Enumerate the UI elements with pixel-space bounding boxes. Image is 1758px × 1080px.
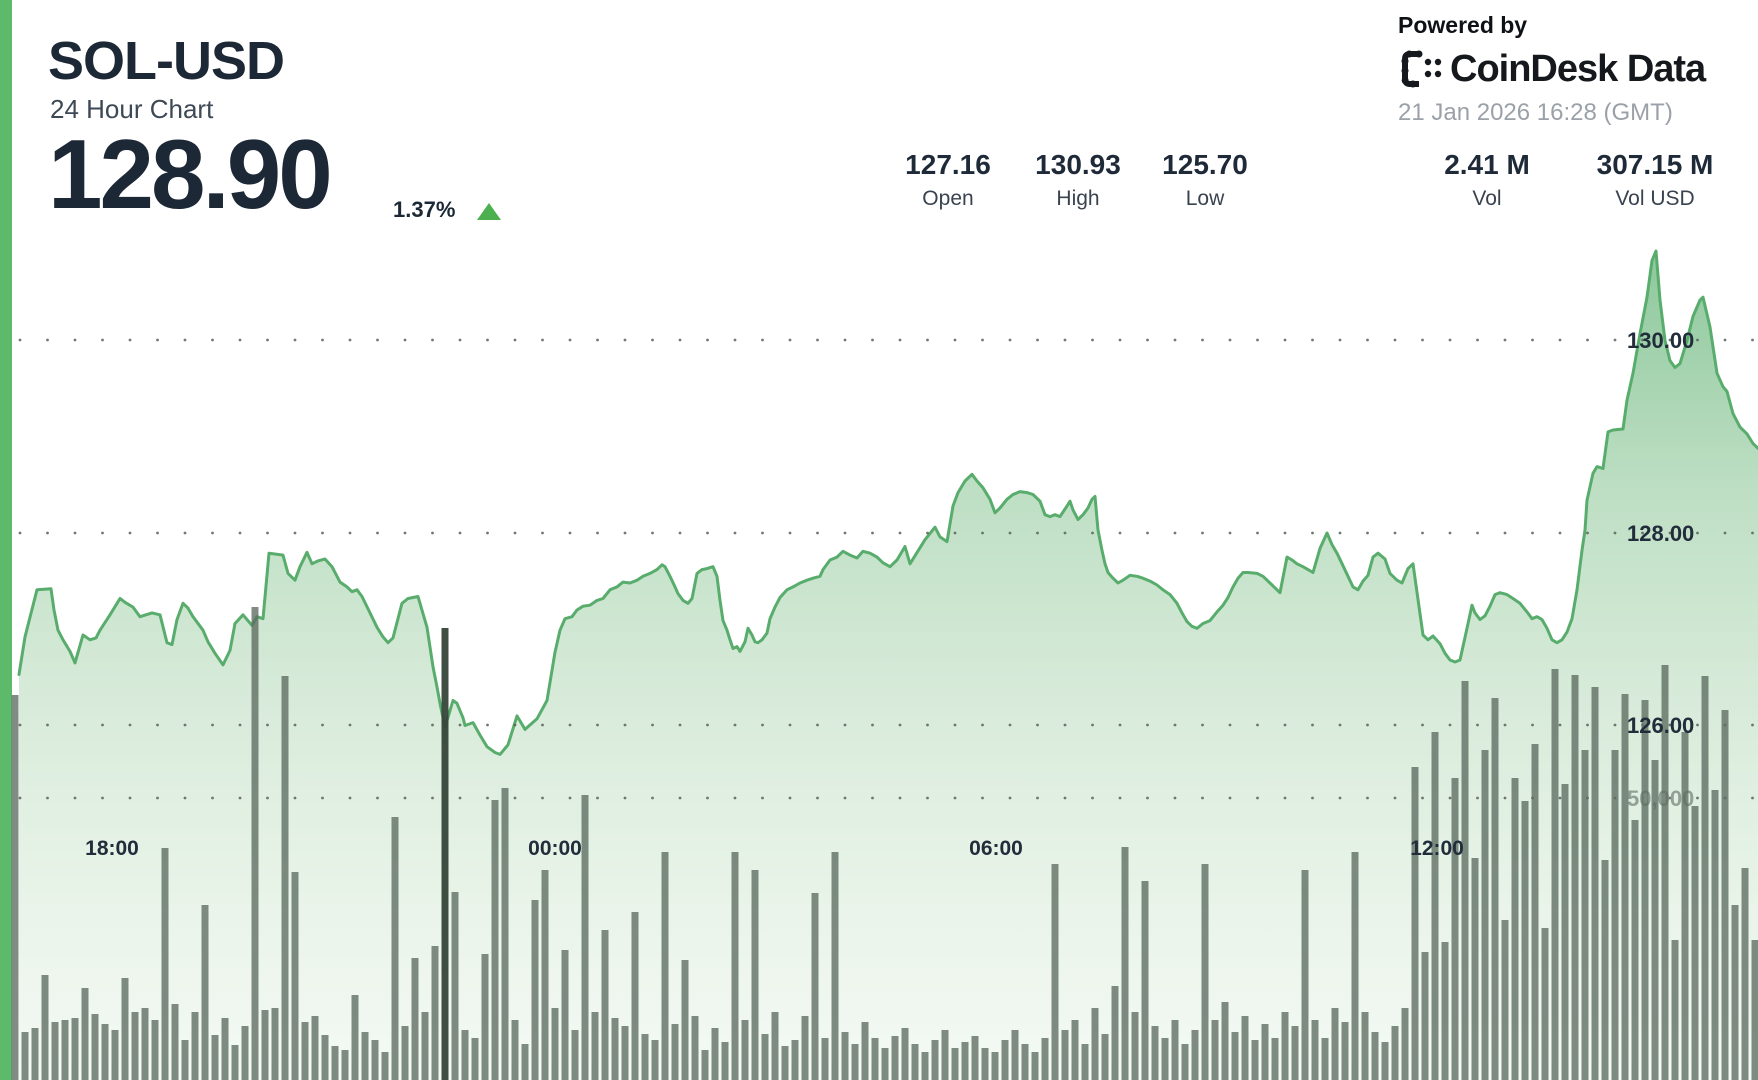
coindesk-logo-icon	[1401, 50, 1442, 88]
ohlc-stats-row: 127.16 Open 130.93 High 125.70 Low 2.41 …	[0, 150, 1758, 220]
svg-text:126.00: 126.00	[1627, 713, 1694, 738]
up-triangle-icon	[477, 203, 501, 220]
stat-label: Vol	[1472, 187, 1502, 210]
stat-volume: 2.41 M Vol	[1444, 150, 1530, 211]
stat-volume-usd: 307.15 M Vol USD	[1597, 150, 1714, 211]
stat-value: 130.93	[1035, 149, 1121, 180]
coindesk-logo: CoinDesk Data	[1398, 47, 1706, 91]
powered-by-label: Powered by	[1398, 12, 1528, 38]
stat-label: Vol USD	[1615, 187, 1695, 210]
symbol-title: SOL-USD	[48, 31, 285, 91]
chart-subtitle: 24 Hour Chart	[50, 94, 214, 124]
last-price: 128.90	[48, 119, 333, 229]
stat-low: 125.70 Low	[1162, 150, 1248, 211]
svg-text:130.00: 130.00	[1627, 328, 1694, 353]
left-accent-bar	[0, 0, 12, 1080]
data-timestamp: 21 Jan 2026 16:28 (GMT)	[1398, 99, 1673, 126]
stat-value: 125.70	[1162, 149, 1248, 180]
stat-label: Low	[1185, 187, 1225, 210]
price-change-percent: 1.37%	[393, 197, 456, 222]
coindesk-brand-text: CoinDesk Data	[1450, 47, 1706, 90]
svg-text:06:00: 06:00	[969, 837, 1023, 860]
stat-value: 307.15 M	[1596, 149, 1714, 180]
svg-text:12:00: 12:00	[1410, 837, 1464, 860]
svg-text:128.00: 128.00	[1627, 521, 1694, 546]
svg-text:00:00: 00:00	[528, 837, 582, 860]
stat-label: High	[1056, 187, 1100, 210]
stat-value: 2.41 M	[1444, 149, 1530, 180]
stat-high: 130.93 High	[1035, 150, 1121, 211]
powered-by-block: Powered by CoinDesk Data 21 Jan 2026 16:…	[1398, 12, 1706, 127]
stat-label: Open	[922, 187, 974, 210]
svg-text:18:00: 18:00	[85, 837, 139, 860]
stat-value: 127.16	[905, 149, 991, 180]
stat-open: 127.16 Open	[905, 150, 991, 211]
